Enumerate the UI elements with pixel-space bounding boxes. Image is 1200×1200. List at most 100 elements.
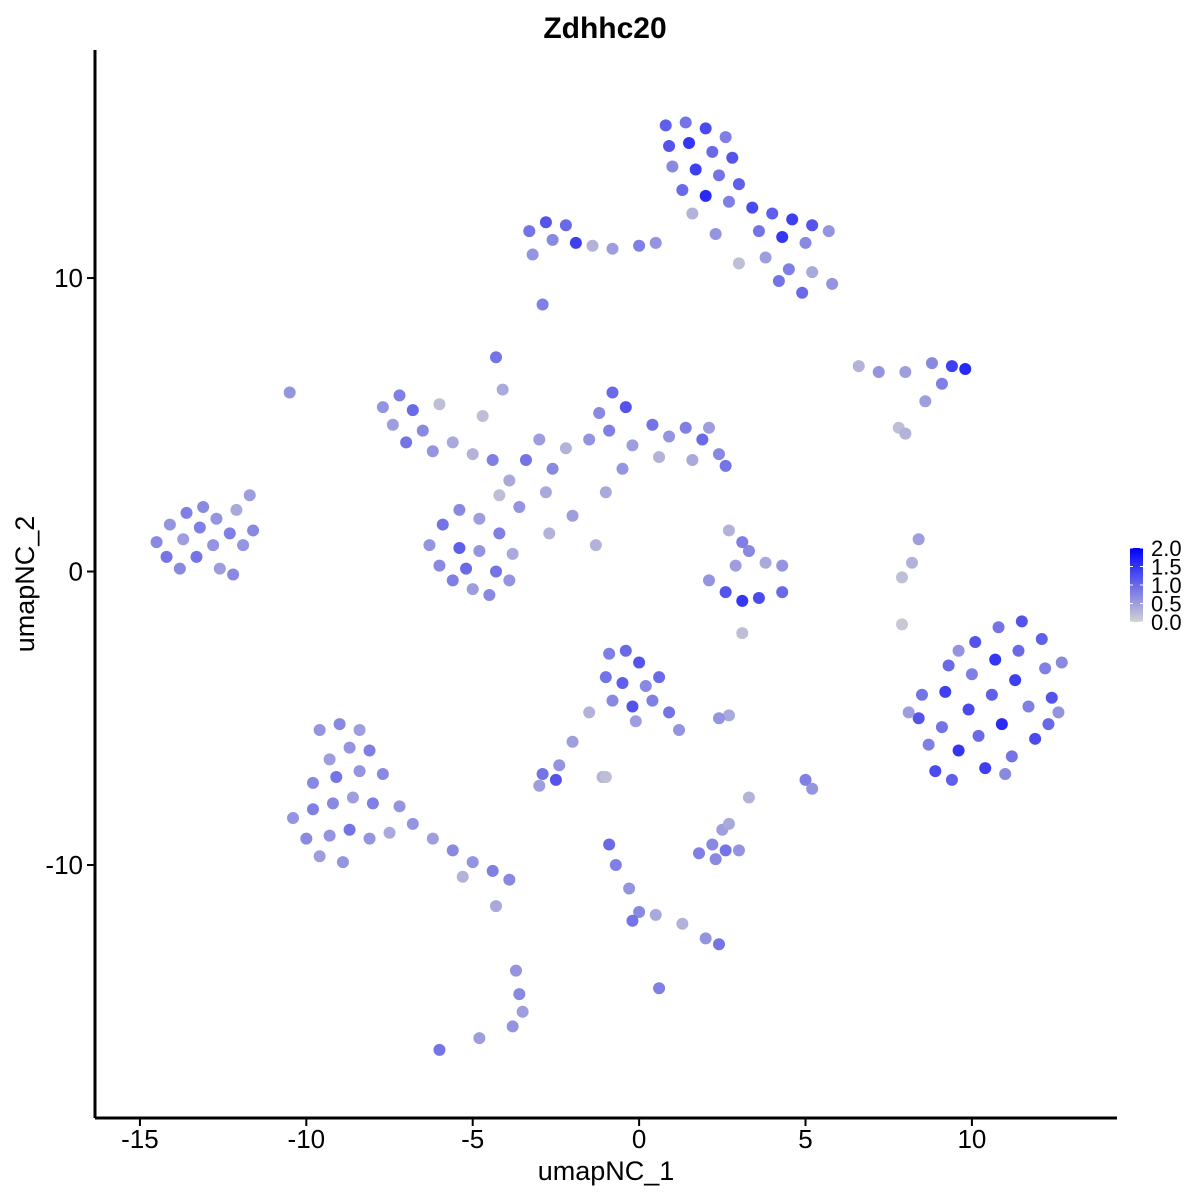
point (473, 544, 486, 557)
point (985, 688, 998, 701)
point (493, 489, 506, 502)
point (230, 503, 243, 516)
point (626, 439, 639, 452)
point (639, 679, 652, 692)
point (626, 914, 639, 927)
point (722, 524, 735, 537)
point (719, 844, 732, 857)
point (1022, 700, 1035, 713)
colorbar-tick-label: 0.5 (1151, 592, 1182, 617)
point (736, 536, 749, 549)
point (466, 583, 479, 596)
point (992, 621, 1005, 634)
point (599, 671, 612, 684)
point (1009, 674, 1022, 687)
point (559, 219, 572, 232)
point (150, 536, 163, 549)
point (446, 844, 459, 857)
point (726, 151, 739, 164)
point (719, 459, 732, 472)
point (533, 779, 546, 792)
point (679, 421, 692, 434)
point (962, 703, 975, 716)
point (935, 377, 948, 390)
point (676, 183, 689, 196)
point (683, 137, 696, 150)
point (969, 635, 982, 648)
point (513, 988, 526, 1001)
point (456, 870, 469, 883)
point (952, 644, 965, 657)
point (283, 386, 296, 399)
point (543, 527, 556, 540)
point (719, 131, 732, 144)
point (902, 706, 915, 719)
point (979, 762, 992, 775)
point (1015, 615, 1028, 628)
point (460, 562, 473, 575)
point (995, 718, 1008, 731)
point (852, 360, 865, 373)
point (473, 512, 486, 525)
point (173, 562, 186, 575)
axes-layer: -15 -10 -5 0 5 10 -10 0 10 (45, 50, 1117, 1154)
point (446, 436, 459, 449)
point (742, 544, 755, 557)
point (343, 741, 356, 754)
point (702, 421, 715, 434)
point (606, 694, 619, 707)
point (1055, 656, 1068, 669)
point (626, 700, 639, 713)
point (659, 119, 672, 132)
point (509, 964, 522, 977)
point (606, 386, 619, 399)
y-tick-label: -10 (45, 850, 83, 880)
point (593, 407, 606, 420)
point (1052, 706, 1065, 719)
point (959, 363, 972, 376)
point (915, 688, 928, 701)
point (506, 1020, 519, 1033)
point (772, 274, 785, 287)
point (679, 116, 692, 129)
point (376, 768, 389, 781)
point (363, 832, 376, 845)
point (826, 277, 839, 290)
point (689, 163, 702, 176)
point (699, 189, 712, 202)
point (719, 586, 732, 599)
point (313, 850, 326, 863)
point (722, 817, 735, 830)
point (699, 932, 712, 945)
x-tick-label: 0 (632, 1124, 646, 1154)
point (806, 219, 819, 232)
point (493, 527, 506, 540)
point (306, 776, 319, 789)
point (237, 539, 250, 552)
point (503, 873, 516, 886)
point (433, 1043, 446, 1056)
point (426, 832, 439, 845)
point (546, 462, 559, 475)
point (939, 685, 952, 698)
point (406, 817, 419, 830)
point (633, 239, 646, 252)
point (616, 462, 629, 475)
point (553, 759, 566, 772)
point (287, 812, 300, 825)
point (603, 424, 616, 437)
colorbar-tick-label: 0.0 (1151, 610, 1182, 635)
point (197, 500, 210, 513)
point (709, 853, 722, 866)
point (653, 671, 666, 684)
point (503, 574, 516, 587)
point (699, 122, 712, 135)
point (619, 644, 632, 657)
point (386, 418, 399, 431)
point (786, 213, 799, 226)
point (436, 518, 449, 531)
point (599, 770, 612, 783)
point (446, 574, 459, 587)
point (243, 489, 256, 502)
